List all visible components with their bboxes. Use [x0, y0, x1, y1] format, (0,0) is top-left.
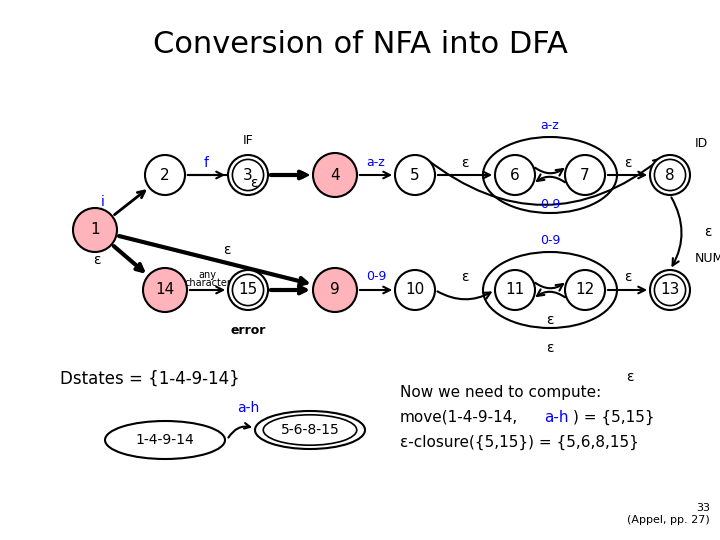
Text: a-z: a-z — [366, 157, 385, 170]
Ellipse shape — [650, 270, 690, 310]
Text: 15: 15 — [238, 282, 258, 298]
Text: 10: 10 — [405, 282, 425, 298]
Text: ε: ε — [626, 370, 634, 384]
Text: 11: 11 — [505, 282, 525, 298]
Text: character: character — [184, 278, 231, 288]
Ellipse shape — [395, 270, 435, 310]
Ellipse shape — [395, 155, 435, 195]
Text: any: any — [199, 270, 217, 280]
Text: ID: ID — [695, 137, 708, 150]
Text: 33
(Appel, pp. 27): 33 (Appel, pp. 27) — [627, 503, 710, 525]
Text: IF: IF — [243, 134, 253, 147]
Text: i: i — [100, 195, 104, 209]
Text: ε: ε — [546, 313, 554, 327]
Text: 6: 6 — [510, 167, 520, 183]
Text: 0-9: 0-9 — [540, 234, 560, 247]
Ellipse shape — [565, 270, 605, 310]
Text: 4: 4 — [330, 167, 340, 183]
Text: 1: 1 — [90, 222, 100, 238]
Text: ) = {5,15}: ) = {5,15} — [573, 410, 654, 425]
Text: 0-9: 0-9 — [366, 271, 386, 284]
Text: Conversion of NFA into DFA: Conversion of NFA into DFA — [153, 30, 567, 59]
Text: ε: ε — [462, 270, 469, 284]
Ellipse shape — [495, 270, 535, 310]
Text: f: f — [204, 156, 209, 170]
Text: 12: 12 — [575, 282, 595, 298]
Ellipse shape — [73, 208, 117, 252]
Text: ε: ε — [93, 253, 101, 267]
Text: 7: 7 — [580, 167, 590, 183]
Text: 9: 9 — [330, 282, 340, 298]
Ellipse shape — [228, 270, 268, 310]
Text: 3: 3 — [243, 167, 253, 183]
Text: 14: 14 — [156, 282, 175, 298]
Ellipse shape — [650, 155, 690, 195]
Ellipse shape — [143, 268, 187, 312]
Text: NUM: NUM — [695, 252, 720, 265]
Text: ε: ε — [546, 341, 554, 355]
Text: Dstates = {1-4-9-14}: Dstates = {1-4-9-14} — [60, 370, 240, 388]
Text: 5: 5 — [410, 167, 420, 183]
Text: ε: ε — [223, 243, 230, 257]
Text: ε: ε — [462, 156, 469, 170]
Text: 2: 2 — [160, 167, 170, 183]
Ellipse shape — [313, 268, 357, 312]
Text: ε: ε — [624, 156, 631, 170]
Text: ε: ε — [251, 176, 258, 190]
Text: 13: 13 — [660, 282, 680, 298]
Ellipse shape — [313, 153, 357, 197]
Text: ε-closure({5,15}) = {5,6,8,15}: ε-closure({5,15}) = {5,6,8,15} — [400, 435, 639, 450]
Text: 0-9: 0-9 — [540, 199, 560, 212]
Ellipse shape — [565, 155, 605, 195]
Text: move(1-4-9-14,: move(1-4-9-14, — [400, 410, 518, 425]
Text: error: error — [230, 324, 266, 337]
Text: 8: 8 — [665, 167, 675, 183]
Text: ε: ε — [624, 270, 631, 284]
Ellipse shape — [228, 155, 268, 195]
Text: a-z: a-z — [541, 119, 559, 132]
Text: a-h: a-h — [237, 401, 259, 415]
Text: Now we need to compute:: Now we need to compute: — [400, 385, 601, 400]
Ellipse shape — [145, 155, 185, 195]
Text: 5-6-8-15: 5-6-8-15 — [281, 423, 339, 437]
Ellipse shape — [495, 155, 535, 195]
Text: a-h: a-h — [544, 410, 569, 425]
Text: ε: ε — [704, 226, 712, 240]
Text: 1-4-9-14: 1-4-9-14 — [135, 433, 194, 447]
